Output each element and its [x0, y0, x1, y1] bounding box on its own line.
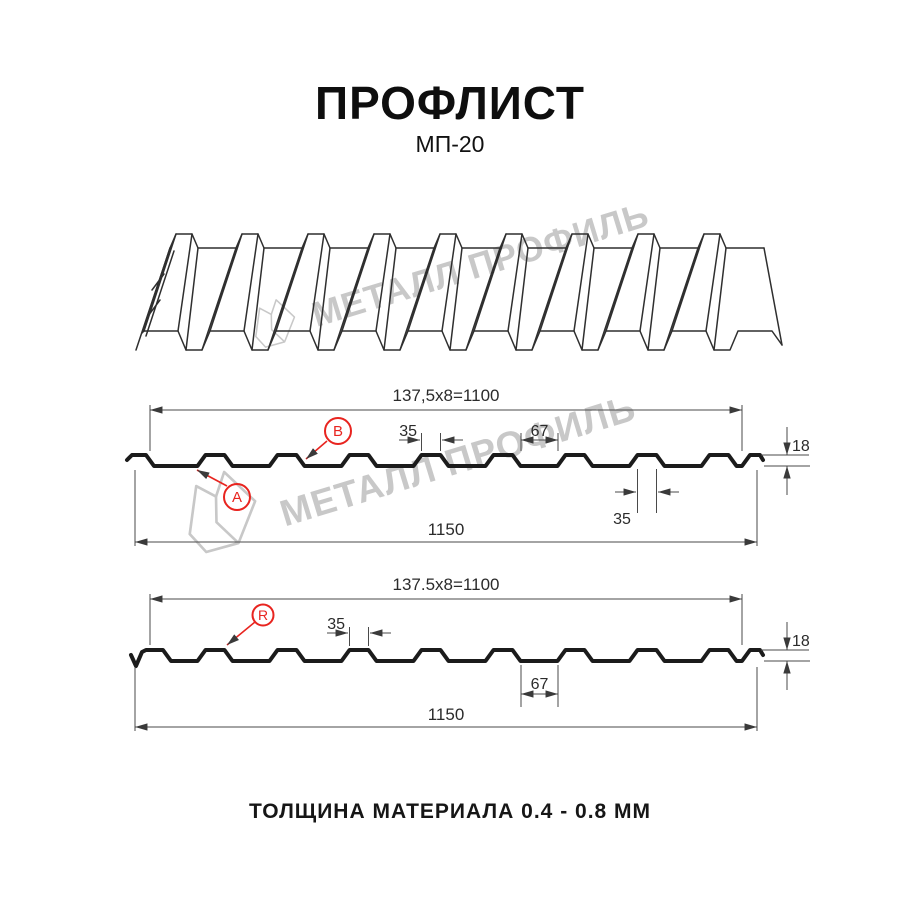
dim-valley-width: 67 [531, 423, 549, 440]
page-title: ПРОФЛИСТ [315, 77, 585, 129]
sheet-near-edge [143, 330, 783, 351]
dim-crest-width: 35 [399, 423, 417, 440]
watermark: МЕТАЛЛ ПРОФИЛЬ [162, 336, 641, 565]
dim-overall-width: 1150 [428, 705, 465, 724]
dim-valley-width: 67 [531, 676, 549, 693]
profile-sheet-3d-view [135, 233, 783, 351]
dim-working-width: 137,5x8=1100 [393, 386, 500, 405]
profile-outline [129, 648, 765, 668]
cross-section-bottom: 137.5x8=1100 35 67 1150 18 R [129, 575, 810, 731]
sheet-far-edge [169, 233, 765, 249]
dim-crest-width: 35 [327, 616, 345, 633]
side-a-label: A [232, 489, 242, 506]
dim-working-width: 137.5x8=1100 [393, 575, 500, 594]
dim-overall-width: 1150 [428, 520, 465, 539]
cross-section-top: 137,5x8=1100 35 67 35 1150 18 A B [125, 386, 810, 546]
dim-crest-width-bottom: 35 [613, 511, 631, 528]
material-thickness-note: ТОЛЩИНА МАТЕРИАЛА 0.4 - 0.8 ММ [248, 800, 652, 823]
profile-code: МП-20 [415, 131, 485, 157]
side-b-label: B [333, 423, 343, 440]
side-r-label: R [258, 607, 268, 623]
metal-profil-logo-icon [188, 470, 257, 554]
dim-profile-height: 18 [792, 438, 810, 455]
profile-outline [125, 453, 765, 468]
dim-profile-height: 18 [792, 633, 810, 650]
